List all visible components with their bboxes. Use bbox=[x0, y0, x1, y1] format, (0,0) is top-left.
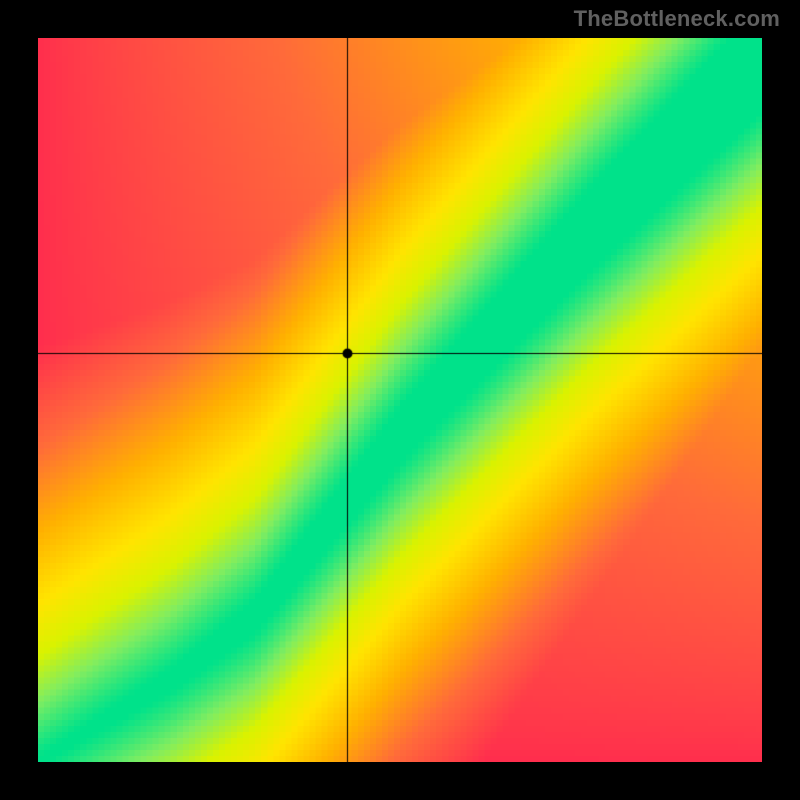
watermark-text: TheBottleneck.com bbox=[574, 6, 780, 32]
chart-container: TheBottleneck.com bbox=[0, 0, 800, 800]
crosshair-overlay bbox=[38, 38, 762, 762]
